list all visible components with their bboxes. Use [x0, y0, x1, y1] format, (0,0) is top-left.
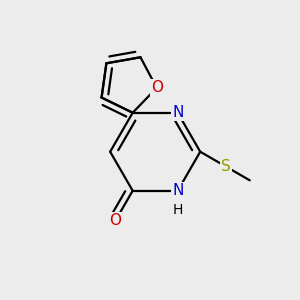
Text: S: S — [221, 159, 231, 174]
Text: O: O — [151, 80, 163, 95]
Text: H: H — [172, 203, 183, 217]
Text: N: N — [172, 105, 183, 120]
Text: O: O — [110, 213, 122, 228]
Text: N: N — [172, 183, 183, 198]
